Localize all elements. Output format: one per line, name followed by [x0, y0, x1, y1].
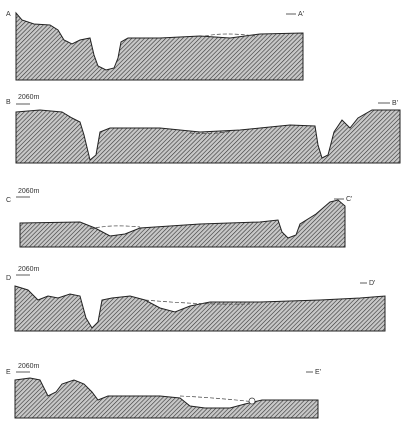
- section-label: C: [6, 197, 11, 204]
- profile: [19, 199, 346, 248]
- profile: [14, 377, 319, 419]
- profile: [15, 11, 304, 81]
- section-label: D: [6, 275, 11, 282]
- scale-label: 2060m: [18, 188, 40, 195]
- section-label: E: [6, 369, 11, 376]
- section-label: A: [6, 11, 11, 18]
- boulder: [248, 397, 256, 405]
- scale-label: 2060m: [18, 363, 40, 370]
- scale-label: 2060m: [18, 266, 40, 273]
- lake: [89, 225, 141, 230]
- section-label: C': [346, 196, 352, 203]
- profile: [14, 285, 386, 332]
- section-label: D': [369, 280, 375, 287]
- lake: [204, 33, 256, 37]
- section-label: A': [298, 11, 304, 18]
- lake: [189, 130, 233, 135]
- section-label: E': [315, 369, 321, 376]
- section-label: B: [6, 99, 11, 106]
- profile: [15, 109, 401, 164]
- section-label: B': [392, 100, 398, 107]
- lake: [179, 395, 256, 403]
- scale-label: 2060m: [18, 94, 40, 101]
